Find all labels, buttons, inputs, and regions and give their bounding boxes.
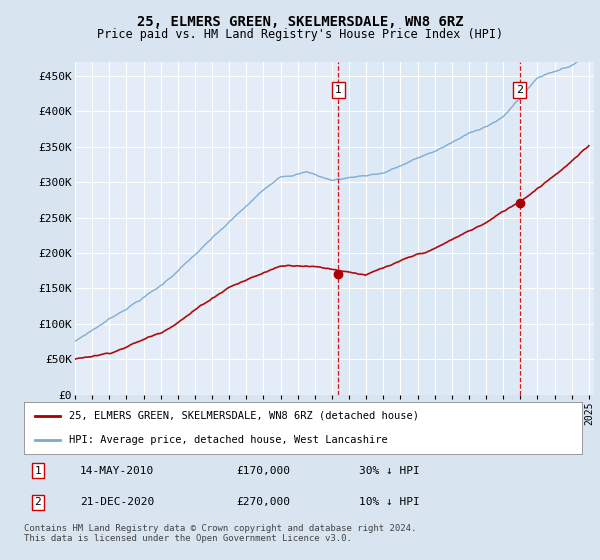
Text: 1: 1 — [335, 85, 342, 95]
Text: £270,000: £270,000 — [236, 497, 290, 507]
Text: Price paid vs. HM Land Registry's House Price Index (HPI): Price paid vs. HM Land Registry's House … — [97, 28, 503, 41]
Text: 25, ELMERS GREEN, SKELMERSDALE, WN8 6RZ: 25, ELMERS GREEN, SKELMERSDALE, WN8 6RZ — [137, 15, 463, 29]
Text: 21-DEC-2020: 21-DEC-2020 — [80, 497, 154, 507]
Text: 10% ↓ HPI: 10% ↓ HPI — [359, 497, 419, 507]
Bar — [338, 62, 520, 395]
Text: Contains HM Land Registry data © Crown copyright and database right 2024.
This d: Contains HM Land Registry data © Crown c… — [24, 524, 416, 543]
Text: 25, ELMERS GREEN, SKELMERSDALE, WN8 6RZ (detached house): 25, ELMERS GREEN, SKELMERSDALE, WN8 6RZ … — [68, 411, 419, 421]
Text: HPI: Average price, detached house, West Lancashire: HPI: Average price, detached house, West… — [68, 435, 388, 445]
Text: £170,000: £170,000 — [236, 466, 290, 476]
Text: 1: 1 — [35, 466, 41, 476]
Text: 30% ↓ HPI: 30% ↓ HPI — [359, 466, 419, 476]
Text: 2: 2 — [516, 85, 523, 95]
Text: 14-MAY-2010: 14-MAY-2010 — [80, 466, 154, 476]
Text: 2: 2 — [35, 497, 41, 507]
